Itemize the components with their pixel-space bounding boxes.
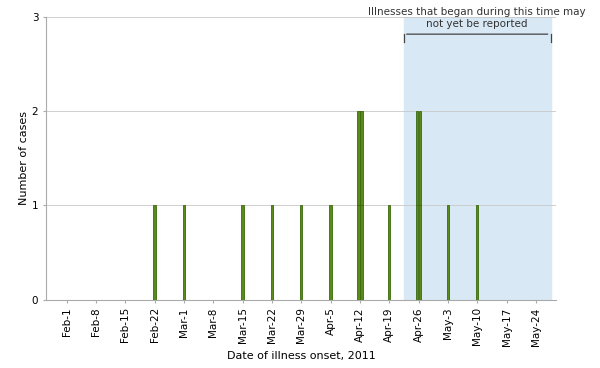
Bar — [154, 205, 155, 300]
Bar — [476, 205, 478, 300]
Bar — [357, 205, 359, 300]
Y-axis label: Number of cases: Number of cases — [19, 112, 29, 205]
Bar — [419, 205, 421, 300]
Bar — [329, 205, 332, 300]
Bar — [182, 205, 185, 300]
Bar — [300, 205, 302, 300]
Bar — [357, 112, 359, 205]
Bar — [416, 205, 418, 300]
Bar — [271, 205, 273, 300]
Bar — [360, 205, 362, 300]
Bar — [419, 112, 421, 205]
Bar — [360, 112, 362, 205]
Bar — [241, 205, 244, 300]
Bar — [388, 205, 391, 300]
Bar — [416, 112, 418, 205]
Bar — [446, 205, 449, 300]
Bar — [404, 17, 551, 300]
Text: Illnesses that began during this time may
not yet be reported: Illnesses that began during this time ma… — [368, 7, 586, 28]
X-axis label: Date of illness onset, 2011: Date of illness onset, 2011 — [227, 351, 376, 361]
